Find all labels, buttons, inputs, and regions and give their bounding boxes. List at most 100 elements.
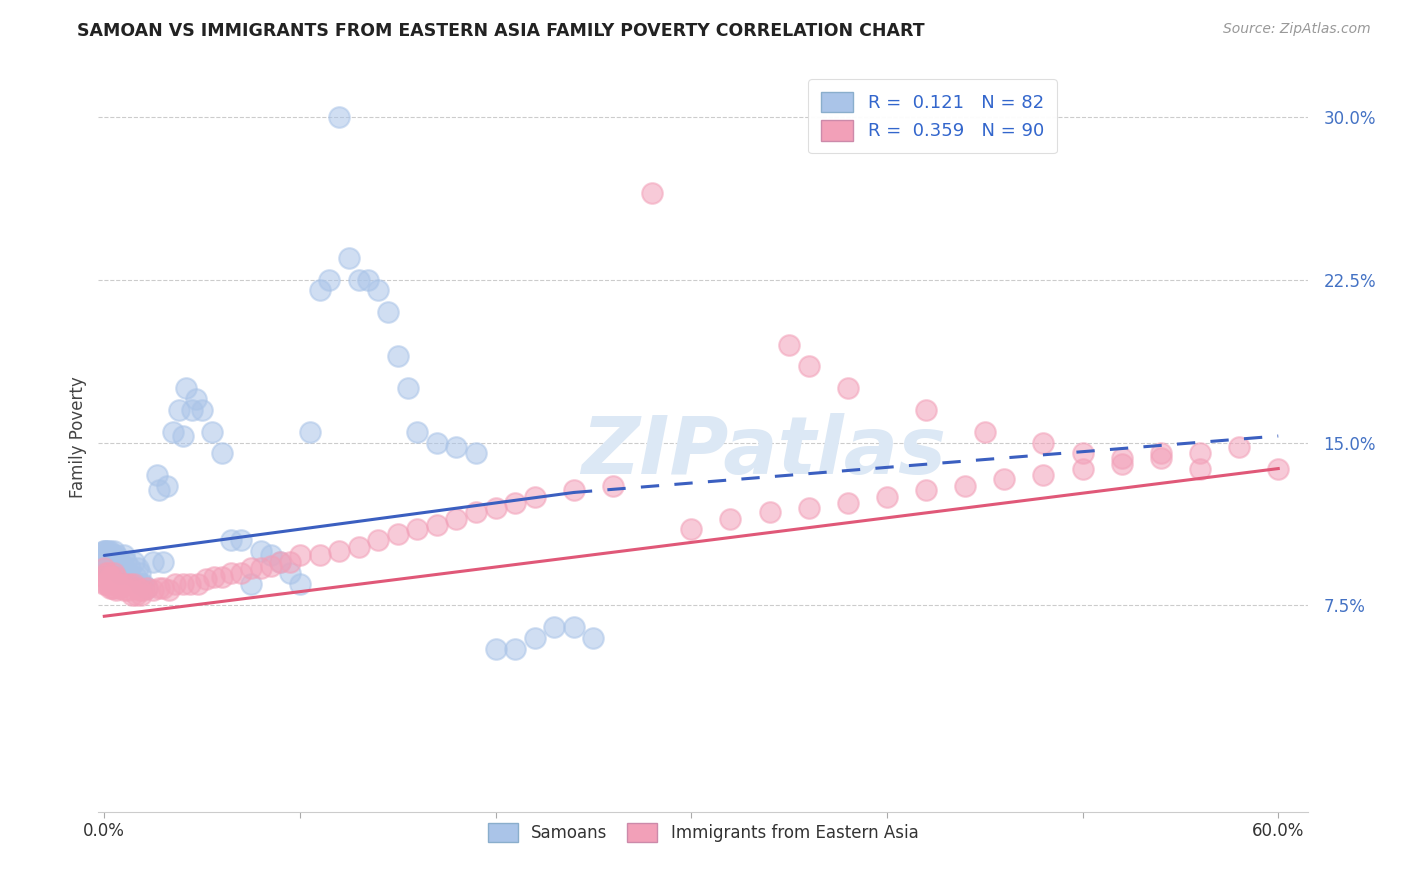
Point	[172, 576, 194, 591]
Point	[1032, 435, 1054, 450]
Point	[103, 550, 125, 565]
Point	[98, 544, 121, 558]
Point	[103, 561, 125, 575]
Point	[915, 403, 938, 417]
Point	[111, 576, 134, 591]
Point	[426, 435, 449, 450]
Point	[1071, 461, 1094, 475]
Point	[97, 561, 120, 575]
Point	[105, 559, 128, 574]
Point	[124, 570, 146, 584]
Point	[131, 576, 153, 591]
Point	[93, 555, 115, 569]
Point	[201, 425, 224, 439]
Point	[96, 550, 118, 565]
Point	[157, 583, 180, 598]
Point	[93, 544, 115, 558]
Text: ZIPatlas: ZIPatlas	[581, 413, 946, 491]
Point	[122, 576, 145, 591]
Point	[93, 544, 115, 558]
Point	[484, 500, 506, 515]
Point	[112, 561, 135, 575]
Point	[98, 581, 121, 595]
Point	[318, 272, 340, 286]
Point	[641, 186, 664, 200]
Point	[465, 446, 488, 460]
Point	[298, 425, 321, 439]
Point	[876, 490, 898, 504]
Point	[231, 566, 253, 580]
Point	[162, 425, 184, 439]
Point	[132, 583, 155, 598]
Point	[195, 572, 218, 586]
Point	[111, 559, 134, 574]
Point	[107, 576, 129, 591]
Point	[167, 403, 190, 417]
Point	[543, 620, 565, 634]
Point	[797, 359, 820, 374]
Point	[562, 483, 585, 498]
Point	[797, 500, 820, 515]
Point	[465, 505, 488, 519]
Point	[718, 511, 741, 525]
Point	[953, 479, 976, 493]
Point	[176, 381, 198, 395]
Point	[117, 583, 139, 598]
Point	[915, 483, 938, 498]
Point	[328, 110, 350, 124]
Point	[98, 559, 121, 574]
Point	[406, 425, 429, 439]
Point	[108, 566, 131, 580]
Point	[97, 544, 120, 558]
Point	[97, 576, 120, 591]
Point	[328, 544, 350, 558]
Point	[93, 561, 115, 575]
Point	[127, 581, 149, 595]
Point	[446, 511, 468, 525]
Point	[396, 381, 419, 395]
Point	[132, 576, 155, 591]
Point	[118, 576, 141, 591]
Point	[367, 284, 389, 298]
Point	[406, 522, 429, 536]
Point	[108, 555, 131, 569]
Point	[837, 496, 859, 510]
Point	[142, 555, 165, 569]
Point	[97, 550, 120, 565]
Point	[1071, 446, 1094, 460]
Point	[179, 576, 201, 591]
Point	[758, 505, 780, 519]
Point	[93, 559, 115, 574]
Point	[105, 549, 128, 563]
Point	[146, 468, 169, 483]
Point	[136, 581, 159, 595]
Point	[278, 566, 301, 580]
Point	[112, 583, 135, 598]
Point	[152, 555, 174, 569]
Legend: Samoans, Immigrants from Eastern Asia: Samoans, Immigrants from Eastern Asia	[478, 813, 928, 852]
Point	[259, 549, 281, 563]
Point	[181, 403, 204, 417]
Point	[347, 272, 370, 286]
Point	[582, 631, 605, 645]
Point	[98, 550, 121, 565]
Point	[101, 559, 124, 574]
Point	[136, 581, 159, 595]
Point	[105, 583, 128, 598]
Point	[156, 479, 179, 493]
Point	[101, 570, 124, 584]
Point	[1032, 468, 1054, 483]
Point	[103, 544, 125, 558]
Point	[993, 472, 1015, 486]
Point	[108, 581, 131, 595]
Point	[523, 490, 546, 504]
Text: Source: ZipAtlas.com: Source: ZipAtlas.com	[1223, 22, 1371, 37]
Point	[387, 526, 409, 541]
Point	[259, 559, 281, 574]
Point	[105, 570, 128, 584]
Point	[278, 555, 301, 569]
Point	[1188, 446, 1211, 460]
Point	[562, 620, 585, 634]
Point	[211, 446, 233, 460]
Point	[973, 425, 995, 439]
